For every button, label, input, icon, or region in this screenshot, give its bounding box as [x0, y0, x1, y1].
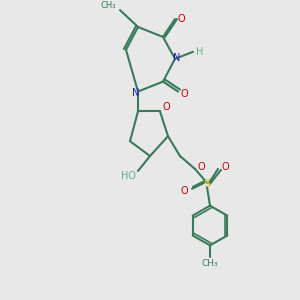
Text: N: N: [173, 53, 181, 63]
Text: O: O: [180, 88, 188, 98]
Text: HO: HO: [121, 171, 136, 181]
Text: CH₃: CH₃: [100, 1, 116, 10]
Text: CH₃: CH₃: [202, 259, 218, 268]
Text: O: O: [177, 14, 185, 24]
Text: O: O: [221, 162, 229, 172]
Text: S: S: [203, 179, 211, 189]
Text: O: O: [197, 162, 205, 172]
Text: N: N: [132, 88, 140, 98]
Text: O: O: [180, 186, 188, 196]
Text: H: H: [196, 47, 204, 57]
Text: O: O: [162, 102, 170, 112]
